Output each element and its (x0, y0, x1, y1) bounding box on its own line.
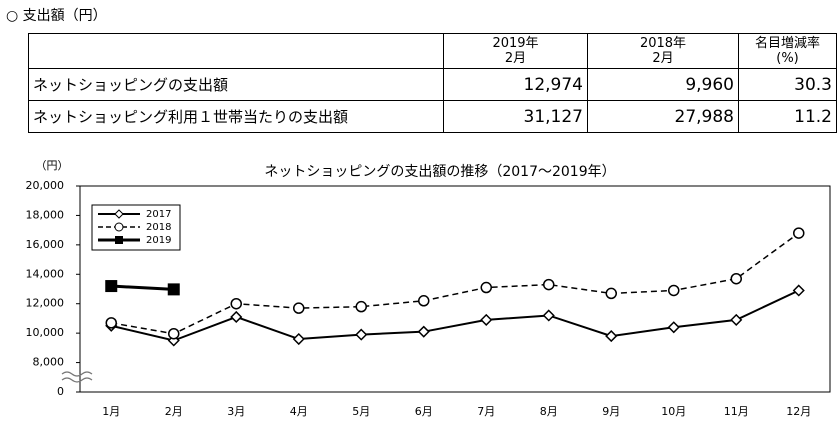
header-text: 2019年 (492, 36, 539, 51)
marker (668, 284, 680, 297)
chart: ネットショッピングの支出額の推移（2017～2019年） （円） 0 8,000 1… (26, 159, 831, 418)
y-tick-label: 18,000 (26, 208, 65, 221)
series-line (111, 289, 800, 342)
plot-frame (79, 185, 831, 393)
marker (605, 287, 617, 300)
marker (542, 309, 555, 322)
marker (355, 300, 367, 313)
y-tick-label: 10,000 (26, 326, 65, 339)
x-tick-label: 1月 (102, 405, 120, 418)
row-label: ネットショッピングの支出額 (28, 68, 444, 101)
marker (167, 283, 180, 296)
cell: 12,974 (443, 68, 588, 101)
marker (105, 317, 117, 329)
header-text: 2018年 (639, 36, 687, 51)
marker (480, 281, 492, 294)
legend-marker (114, 209, 124, 219)
x-tick-label: 3月 (227, 405, 245, 418)
table-row: ネットショッピング利用１世帯当たりの支出額 31,127 27,988 11.2 (28, 100, 837, 133)
axis-break (61, 371, 93, 383)
y-tick-label: 16,000 (26, 238, 65, 251)
chart-title: ネットショッピングの支出額の推移（2017～2019年） (264, 164, 615, 180)
marker (730, 313, 743, 326)
y-tick-label: 8,000 (33, 356, 65, 369)
section-heading: ○ 支出額（円） (6, 8, 107, 24)
y-tick-label: 0 (57, 385, 64, 398)
marker (418, 295, 430, 307)
marker (605, 330, 618, 343)
x-tick-label: 7月 (477, 405, 495, 418)
header-row: 2019年 2月 2018年 2月 名目増減率 (%) (28, 33, 837, 69)
header-text: 2月 (504, 51, 527, 66)
x-tick-label: 2月 (165, 405, 183, 418)
x-tick-label: 8月 (540, 405, 558, 418)
marker (792, 284, 805, 297)
marker (355, 328, 368, 341)
marker (730, 272, 742, 285)
marker (543, 278, 555, 291)
series-line (111, 284, 174, 291)
table-row: ネットショッピングの支出額 12,974 9,960 30.3 (28, 68, 837, 101)
y-axis-label: （円） (36, 159, 69, 172)
legend-label: 2017 (146, 209, 171, 220)
x-tick-label: 6月 (415, 405, 433, 418)
marker (417, 325, 430, 338)
cell: 27,988 (587, 100, 739, 133)
x-tick-label: 5月 (352, 405, 370, 418)
header-text: (%) (776, 51, 799, 66)
marker (105, 280, 118, 293)
header-text: 名目増減率 (754, 36, 820, 51)
y-tick-label: 14,000 (26, 267, 65, 280)
header-cell: 2019年 2月 (443, 33, 588, 69)
header-text: 2月 (652, 51, 674, 66)
marker (230, 297, 242, 310)
header-cell: 2018年 2月 (587, 33, 739, 69)
marker (168, 327, 180, 340)
legend-label: 2019 (146, 235, 171, 246)
legend-marker (115, 236, 123, 244)
summary-table: 2019年 2月 2018年 2月 名目増減率 (%) ネットショッピングの支出額 1… (28, 33, 837, 133)
marker (293, 302, 305, 314)
legend-marker (114, 222, 124, 232)
legend-label: 2018 (146, 222, 171, 233)
x-tick-label: 12月 (786, 405, 811, 418)
cell: 11.2 (738, 100, 837, 133)
x-tick-label: 11月 (724, 405, 749, 418)
marker (667, 321, 680, 334)
x-tick-label: 4月 (290, 405, 308, 418)
marker (480, 313, 493, 326)
x-tick-label: 10月 (661, 405, 686, 418)
cell: 31,127 (443, 100, 588, 133)
series-line (111, 232, 800, 335)
header-cell (28, 33, 444, 69)
marker (230, 310, 243, 324)
row-label: ネットショッピング利用１世帯当たりの支出額 (28, 100, 444, 133)
y-tick-label: 12,000 (26, 297, 65, 310)
y-tick-label: 20,000 (26, 179, 65, 192)
marker (292, 332, 305, 346)
header-cell: 名目増減率 (%) (738, 33, 837, 69)
x-tick-label: 9月 (602, 405, 620, 418)
cell: 9,960 (587, 68, 739, 101)
marker (793, 227, 805, 239)
cell: 30.3 (738, 68, 837, 101)
